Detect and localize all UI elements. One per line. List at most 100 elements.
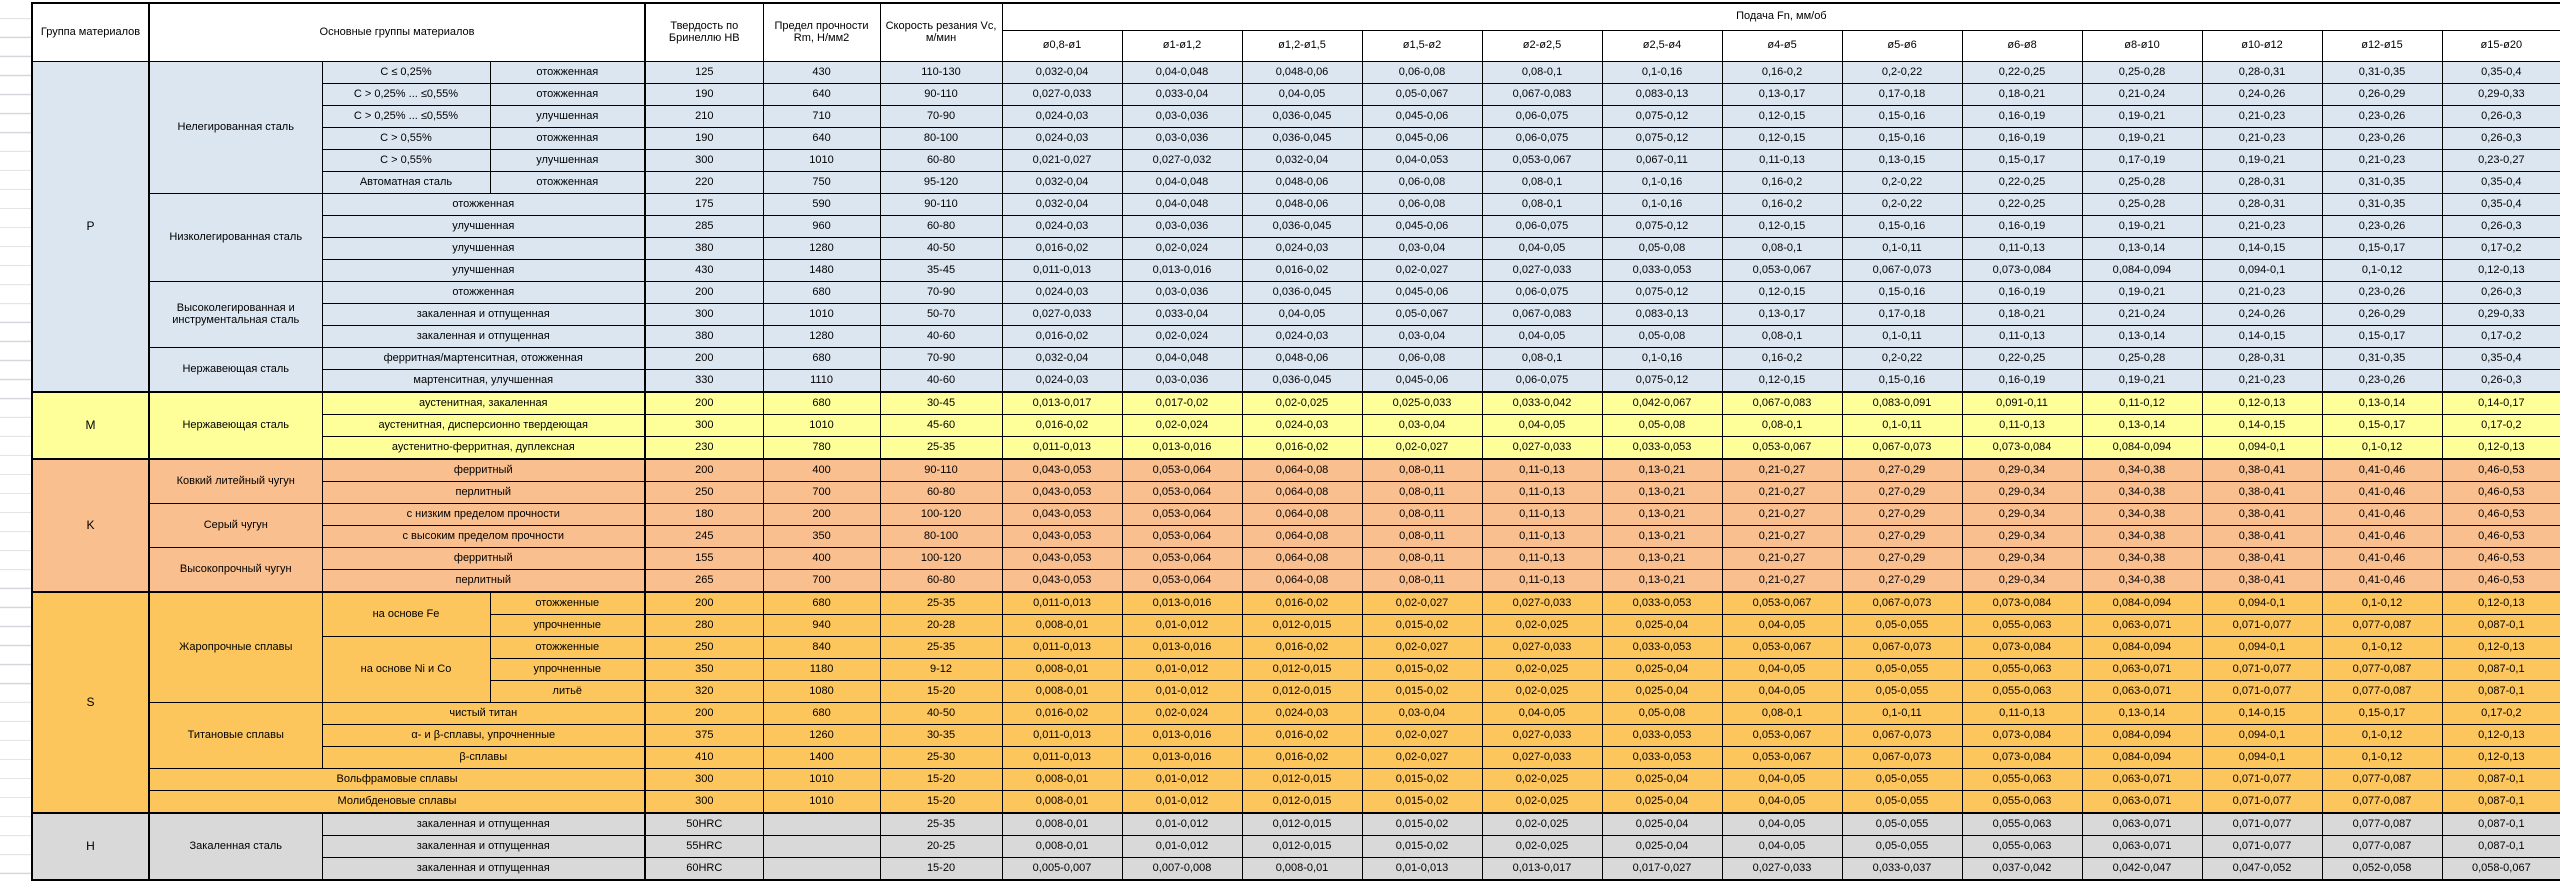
feed-cell[interactable]: 0,21-0,27 <box>1721 458 1843 482</box>
feed-cell[interactable]: 0,12-0,13 <box>2441 259 2560 282</box>
feed-cell[interactable]: 0,25-0,28 <box>2081 347 2203 370</box>
feed-cell[interactable]: 0,05-0,08 <box>1601 702 1723 725</box>
feed-cell[interactable]: 0,03-0,04 <box>1361 325 1483 348</box>
feed-cell[interactable]: 0,05-0,055 <box>1841 680 1963 703</box>
feed-cell[interactable]: 0,28-0,31 <box>2201 171 2323 194</box>
hardness-cell[interactable]: 300 <box>644 414 764 437</box>
feed-cell[interactable]: 0,13-0,21 <box>1601 547 1723 570</box>
feed-cell[interactable]: 0,21-0,27 <box>1721 525 1843 548</box>
feed-cell[interactable]: 0,053-0,067 <box>1721 636 1843 659</box>
feed-cell[interactable]: 0,08-0,1 <box>1721 237 1843 260</box>
feed-cell[interactable]: 0,13-0,21 <box>1601 569 1723 593</box>
hardness-cell[interactable]: 430 <box>644 259 764 282</box>
feed-cell[interactable]: 0,064-0,08 <box>1241 547 1363 570</box>
feed-cell[interactable]: 0,11-0,12 <box>2081 391 2203 415</box>
feed-cell[interactable]: 0,011-0,013 <box>1001 591 1123 615</box>
feed-cell[interactable]: 0,005-0,007 <box>1001 857 1123 881</box>
feed-cell[interactable]: 0,075-0,12 <box>1601 127 1723 150</box>
strength-cell[interactable]: 1400 <box>762 746 881 769</box>
feed-cell[interactable]: 0,067-0,083 <box>1481 83 1603 106</box>
cutting-speed-cell[interactable]: 25-35 <box>879 591 1003 615</box>
feed-cell[interactable]: 0,05-0,055 <box>1841 768 1963 791</box>
feed-cell[interactable]: 0,01-0,012 <box>1121 790 1243 814</box>
feed-cell[interactable]: 0,083-0,091 <box>1841 391 1963 415</box>
feed-column-header[interactable]: ø6-ø8 <box>1961 30 2083 62</box>
feed-cell[interactable]: 0,036-0,045 <box>1241 105 1363 128</box>
feed-cell[interactable]: 0,071-0,077 <box>2201 768 2323 791</box>
feed-cell[interactable]: 0,26-0,29 <box>2321 83 2443 106</box>
feed-cell[interactable]: 0,008-0,01 <box>1001 835 1123 858</box>
material-state[interactable]: ферритный <box>321 547 646 570</box>
feed-cell[interactable]: 0,077-0,087 <box>2321 768 2443 791</box>
feed-cell[interactable]: 0,05-0,067 <box>1361 303 1483 326</box>
cutting-speed-cell[interactable]: 70-90 <box>879 105 1003 128</box>
feed-cell[interactable]: 0,27-0,29 <box>1841 481 1963 504</box>
feed-cell[interactable]: 0,12-0,13 <box>2201 391 2323 415</box>
strength-cell[interactable]: 1260 <box>762 724 881 747</box>
feed-cell[interactable]: 0,11-0,13 <box>1481 569 1603 593</box>
feed-cell[interactable]: 0,21-0,23 <box>2201 105 2323 128</box>
feed-cell[interactable]: 0,064-0,08 <box>1241 525 1363 548</box>
cutting-speed-cell[interactable]: 15-20 <box>879 790 1003 814</box>
feed-cell[interactable]: 0,31-0,35 <box>2321 61 2443 84</box>
feed-cell[interactable]: 0,13-0,14 <box>2081 237 2203 260</box>
feed-cell[interactable]: 0,28-0,31 <box>2201 61 2323 84</box>
feed-cell[interactable]: 0,067-0,073 <box>1841 591 1963 615</box>
cutting-speed-cell[interactable]: 25-35 <box>879 436 1003 460</box>
feed-cell[interactable]: 0,17-0,2 <box>2441 325 2560 348</box>
feed-cell[interactable]: 0,18-0,21 <box>1961 303 2083 326</box>
feed-cell[interactable]: 0,045-0,06 <box>1361 127 1483 150</box>
feed-cell[interactable]: 0,29-0,34 <box>1961 481 2083 504</box>
hardness-cell[interactable]: 380 <box>644 237 764 260</box>
hardness-cell[interactable]: 200 <box>644 347 764 370</box>
feed-cell[interactable]: 0,26-0,3 <box>2441 127 2560 150</box>
cutting-speed-cell[interactable]: 40-50 <box>879 702 1003 725</box>
feed-cell[interactable]: 0,19-0,21 <box>2081 369 2203 393</box>
feed-column-header[interactable]: ø5-ø6 <box>1841 30 1963 62</box>
material-state[interactable]: ферритная/мартенситная, отожженная <box>321 347 646 370</box>
feed-cell[interactable]: 0,094-0,1 <box>2201 591 2323 615</box>
strength-cell[interactable]: 400 <box>762 547 881 570</box>
material-state[interactable]: с низким пределом прочности <box>321 503 646 526</box>
feed-cell[interactable]: 0,16-0,19 <box>1961 369 2083 393</box>
feed-cell[interactable]: 0,02-0,027 <box>1361 746 1483 769</box>
feed-cell[interactable]: 0,29-0,34 <box>1961 547 2083 570</box>
feed-cell[interactable]: 0,047-0,052 <box>2201 857 2323 881</box>
feed-cell[interactable]: 0,29-0,34 <box>1961 503 2083 526</box>
feed-cell[interactable]: 0,12-0,13 <box>2441 724 2560 747</box>
feed-cell[interactable]: 0,008-0,01 <box>1241 857 1363 881</box>
feed-cell[interactable]: 0,02-0,024 <box>1121 702 1243 725</box>
hardness-cell[interactable]: 200 <box>644 591 764 615</box>
feed-cell[interactable]: 0,38-0,41 <box>2201 547 2323 570</box>
strength-cell[interactable]: 680 <box>762 347 881 370</box>
feed-cell[interactable]: 0,11-0,13 <box>1961 702 2083 725</box>
feed-cell[interactable]: 0,05-0,08 <box>1601 237 1723 260</box>
feed-cell[interactable]: 0,15-0,17 <box>1961 149 2083 172</box>
feed-cell[interactable]: 0,071-0,077 <box>2201 658 2323 681</box>
feed-cell[interactable]: 0,032-0,04 <box>1001 347 1123 370</box>
feed-cell[interactable]: 0,06-0,075 <box>1481 369 1603 393</box>
feed-cell[interactable]: 0,053-0,067 <box>1721 436 1843 460</box>
feed-cell[interactable]: 0,053-0,067 <box>1721 591 1843 615</box>
feed-cell[interactable]: 0,033-0,053 <box>1601 591 1723 615</box>
feed-cell[interactable]: 0,19-0,21 <box>2081 105 2203 128</box>
feed-cell[interactable]: 0,13-0,14 <box>2321 391 2443 415</box>
material-family[interactable]: Нержавеющая сталь <box>148 391 323 460</box>
feed-cell[interactable]: 0,094-0,1 <box>2201 259 2323 282</box>
feed-cell[interactable]: 0,048-0,06 <box>1241 193 1363 216</box>
feed-cell[interactable]: 0,06-0,075 <box>1481 215 1603 238</box>
feed-cell[interactable]: 0,01-0,012 <box>1121 812 1243 836</box>
feed-cell[interactable]: 0,011-0,013 <box>1001 746 1123 769</box>
feed-cell[interactable]: 0,46-0,53 <box>2441 458 2560 482</box>
feed-cell[interactable]: 0,033-0,042 <box>1481 391 1603 415</box>
feed-cell[interactable]: 0,053-0,067 <box>1721 746 1843 769</box>
feed-cell[interactable]: 0,03-0,04 <box>1361 237 1483 260</box>
feed-cell[interactable]: 0,064-0,08 <box>1241 458 1363 482</box>
feed-cell[interactable]: 0,024-0,03 <box>1001 281 1123 304</box>
feed-cell[interactable]: 0,048-0,06 <box>1241 171 1363 194</box>
feed-cell[interactable]: 0,05-0,055 <box>1841 835 1963 858</box>
material-state[interactable]: β-сплавы <box>321 746 646 769</box>
feed-cell[interactable]: 0,02-0,025 <box>1481 614 1603 637</box>
cutting-speed-cell[interactable]: 25-35 <box>879 812 1003 836</box>
feed-cell[interactable]: 0,31-0,35 <box>2321 347 2443 370</box>
